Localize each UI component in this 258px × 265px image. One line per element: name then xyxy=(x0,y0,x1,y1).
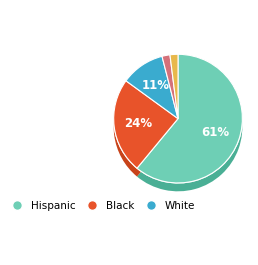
Wedge shape xyxy=(137,54,242,183)
Wedge shape xyxy=(162,55,178,119)
Wedge shape xyxy=(170,63,178,127)
Wedge shape xyxy=(114,81,178,168)
Wedge shape xyxy=(126,65,178,127)
Wedge shape xyxy=(126,56,178,119)
Wedge shape xyxy=(137,54,242,183)
Text: 11%: 11% xyxy=(142,79,170,92)
Wedge shape xyxy=(114,81,178,168)
Wedge shape xyxy=(162,55,178,119)
Text: 24%: 24% xyxy=(124,117,152,130)
Wedge shape xyxy=(162,63,178,127)
Wedge shape xyxy=(137,63,242,191)
Wedge shape xyxy=(114,89,178,176)
Wedge shape xyxy=(170,54,178,119)
Wedge shape xyxy=(170,54,178,119)
Legend: Hispanic, Black, White: Hispanic, Black, White xyxy=(3,197,199,215)
Wedge shape xyxy=(126,56,178,119)
Text: 61%: 61% xyxy=(201,126,230,139)
